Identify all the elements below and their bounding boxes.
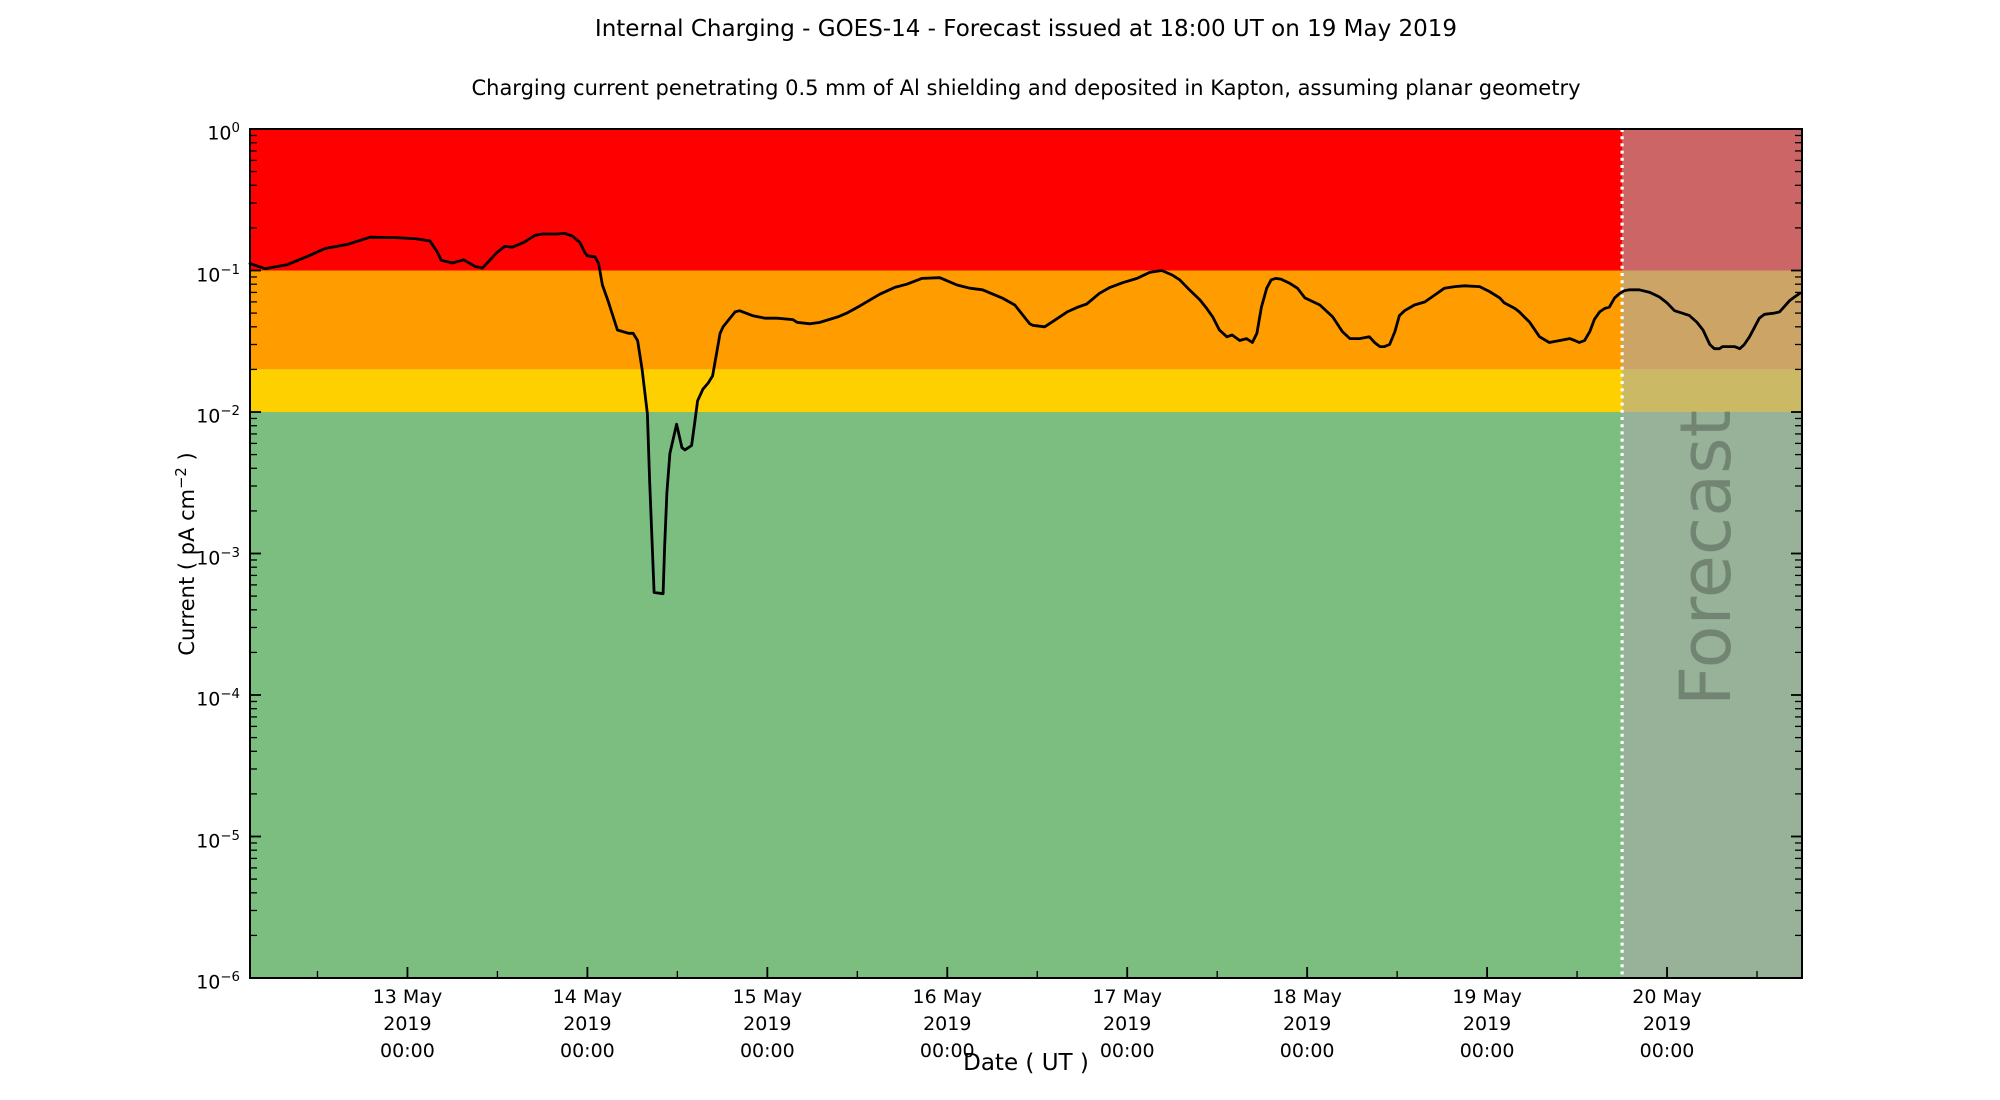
figure-title: Internal Charging - GOES-14 - Forecast i… (594, 16, 1458, 42)
band-green-quiet (250, 412, 1802, 978)
y-tick-label: 100 (207, 121, 240, 145)
y-tick-label: 10−3 (196, 545, 240, 569)
x-axis-label: Date ( UT ) (963, 1050, 1089, 1076)
x-tick-label: 19 May 2019 00:00 (1452, 986, 1522, 1062)
forecast-region (1622, 129, 1802, 978)
charging-current-line (248, 232, 1802, 596)
plot-frame (249, 128, 1803, 979)
band-red-alert (250, 129, 1802, 271)
y-tick-label: 10−2 (196, 404, 240, 428)
x-tick-label: 15 May 2019 00:00 (732, 986, 803, 1062)
x-tick-label: 13 May 2019 00:00 (372, 986, 443, 1062)
alert-bands (250, 129, 1802, 978)
forecast-overlay (1622, 129, 1802, 978)
y-tick-label: 10−6 (196, 970, 240, 994)
x-tick-label: 17 May 2019 00:00 (1092, 986, 1162, 1062)
forecast-watermark-label: Forecast (1665, 410, 1747, 706)
y-tick-label: 10−4 (196, 687, 240, 711)
series-path (248, 232, 1802, 596)
y-tick-label: 10−5 (196, 828, 240, 852)
band-yellow-alert (250, 369, 1802, 412)
x-tick-label: 14 May 2019 00:00 (552, 986, 623, 1062)
x-tick-label: 20 May 2019 00:00 (1632, 986, 1702, 1062)
x-tick-label: 16 May 2019 00:00 (912, 986, 983, 1062)
axis-ticks (251, 128, 1801, 979)
x-tick-label: 18 May 2019 00:00 (1272, 986, 1342, 1062)
y-tick-label: 10−1 (196, 262, 240, 286)
axes-title: Charging current penetrating 0.5 mm of A… (471, 76, 1581, 100)
